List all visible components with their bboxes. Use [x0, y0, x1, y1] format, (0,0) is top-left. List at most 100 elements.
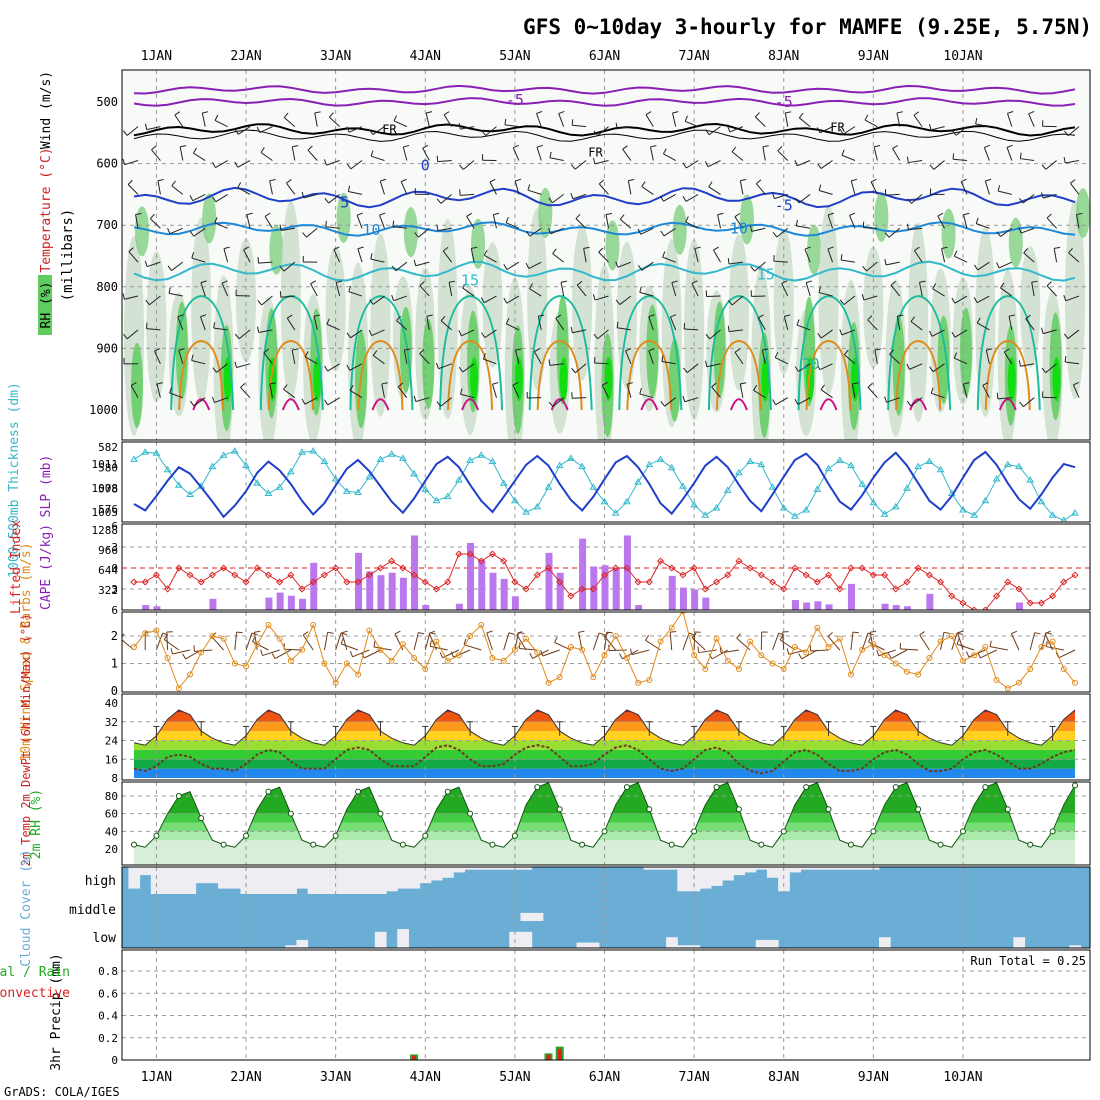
wind-barb	[437, 227, 452, 232]
isotherm-20	[618, 295, 683, 411]
wind-barb	[851, 383, 856, 398]
wind-barb-flag	[734, 348, 741, 353]
wind-barb	[1007, 113, 1013, 127]
cloud-high-block	[486, 867, 499, 870]
wind-barb-flag	[953, 250, 958, 257]
li-point	[578, 585, 586, 593]
wind-barb	[258, 261, 273, 264]
cloud-high-block	[666, 867, 678, 870]
wind-barb-flag	[794, 366, 799, 372]
rh-point	[601, 828, 608, 835]
wind-barb-flag	[685, 216, 689, 223]
rh-shading	[202, 193, 217, 244]
wind-barb-flag	[396, 315, 401, 321]
rh-shading	[941, 208, 956, 259]
li-point	[746, 564, 754, 572]
wind-barb	[575, 218, 587, 229]
wind-speed-point	[388, 657, 395, 664]
wind-barb	[341, 632, 348, 651]
thickness-point	[376, 455, 385, 462]
wind-barb-flag	[504, 118, 507, 125]
wind-barb-flag	[435, 362, 440, 369]
wind-barb	[552, 193, 564, 204]
wind-barb-flag	[347, 185, 351, 192]
wind-barb	[931, 329, 945, 337]
cape-bar	[926, 593, 934, 610]
li-point	[612, 564, 620, 572]
wind-barb	[402, 146, 408, 161]
wind-barb-flag	[1019, 401, 1024, 407]
wind-barb	[1042, 193, 1057, 199]
wind-barb-flag	[1025, 314, 1031, 320]
li-point	[197, 578, 205, 586]
wind-barb	[379, 214, 385, 229]
wind-barb-flag	[130, 382, 137, 386]
wind-barb-flag	[263, 348, 269, 354]
wind-barb	[913, 114, 923, 127]
wind-speed-point	[489, 655, 496, 661]
rh-point	[803, 784, 810, 791]
rh-shading	[403, 207, 418, 258]
rh-shading	[269, 224, 284, 275]
li-point	[130, 578, 138, 586]
li-point	[634, 578, 642, 586]
wind-barb-flag	[977, 652, 981, 659]
cloud-level-label: middle	[69, 903, 116, 918]
wind-barb-flag	[163, 634, 169, 640]
wind-barb	[572, 329, 587, 334]
run-total-label: Run Total = 0.25	[970, 954, 1086, 968]
wind-barb-flag	[260, 649, 263, 656]
wind-barb	[863, 295, 878, 301]
wind-barb	[639, 291, 654, 297]
wind-barb	[867, 319, 878, 331]
panel-layers: 1JAN 1JAN 2JAN 2JAN 3JAN 3JAN 4JAN 4JAN 5JAN 5JAN…	[0, 49, 1091, 1085]
wind-barb	[528, 261, 542, 269]
thickness-point	[354, 488, 362, 495]
rh-shading	[1052, 357, 1061, 402]
wind-barb-flag	[279, 291, 282, 298]
wind-barb	[639, 393, 654, 399]
cape-bar	[668, 575, 676, 610]
wind-barb	[664, 397, 677, 407]
cape-bar	[276, 592, 284, 610]
thickness-point	[286, 467, 295, 475]
wind-barb-flag	[758, 314, 764, 319]
wind-barb	[622, 148, 632, 161]
thickness-point	[589, 483, 598, 490]
li-point	[556, 578, 564, 586]
wind-barb-flag	[896, 111, 903, 114]
isotherm-30	[192, 398, 211, 411]
wind-barb	[192, 193, 206, 202]
thickness-point	[466, 456, 474, 463]
cape-bar	[601, 565, 609, 610]
wind-barb-flag	[436, 401, 441, 407]
li-point	[208, 571, 216, 579]
rh-point	[489, 841, 496, 848]
wind-barb-flag	[212, 196, 217, 203]
cape-bar	[579, 538, 587, 610]
wind-barb	[954, 329, 968, 338]
cape-bar	[892, 605, 900, 610]
thickness-point	[1048, 511, 1057, 518]
wind-barb	[394, 633, 404, 651]
cloud-high-block	[195, 867, 208, 884]
cloud-low-block	[1013, 937, 1026, 948]
isotherm-label: 10	[730, 219, 748, 237]
wind-barb	[1020, 363, 1035, 367]
wind-speed-point	[500, 657, 507, 664]
wind-barb	[396, 320, 408, 331]
wind-barb-flag	[122, 130, 128, 136]
wind-speed-point	[724, 657, 731, 664]
li-point	[175, 564, 183, 572]
wind-barb-flag	[547, 228, 552, 234]
wind-barb-flag	[471, 246, 478, 249]
wind-barb-flag	[327, 631, 334, 634]
wind-barb	[1065, 160, 1080, 164]
temp-band	[134, 740, 1075, 750]
li-point	[399, 564, 407, 572]
thickness-point	[1026, 476, 1035, 483]
li-point	[589, 585, 597, 593]
wind-barb	[552, 397, 565, 408]
wind-speed-point	[668, 624, 675, 631]
rh-point	[1027, 841, 1034, 848]
